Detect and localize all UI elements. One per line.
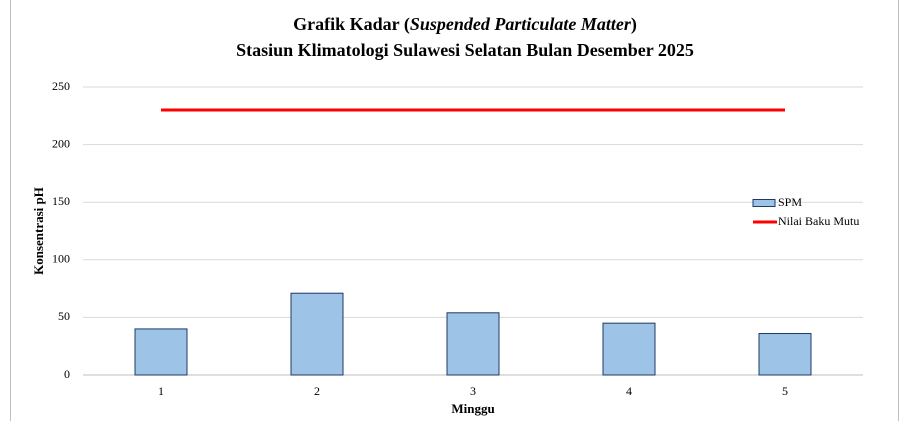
y-tick-label: 200 bbox=[52, 136, 70, 150]
x-tick-label: 3 bbox=[470, 384, 476, 398]
x-tick-label: 1 bbox=[158, 384, 164, 398]
y-tick-label: 100 bbox=[52, 252, 70, 266]
bar bbox=[446, 312, 500, 376]
y-tick-label: 150 bbox=[52, 194, 70, 208]
title-part: Grafik Kadar ( bbox=[293, 14, 410, 35]
title-part: ) bbox=[631, 14, 637, 35]
bar bbox=[758, 333, 812, 376]
chart-subtitle: Stasiun Klimatologi Sulawesi Selatan Bul… bbox=[236, 40, 694, 60]
y-tick-label: 250 bbox=[52, 79, 70, 93]
bar bbox=[602, 322, 656, 376]
legend-label: Nilai Baku Mutu bbox=[778, 214, 859, 228]
y-tick-label: 0 bbox=[64, 367, 70, 381]
y-axis-title: Konsentrasi pH bbox=[31, 187, 46, 275]
bar bbox=[290, 292, 344, 376]
x-tick-label: 2 bbox=[314, 384, 320, 398]
x-tick-label: 4 bbox=[626, 384, 632, 398]
chart-title: Grafik Kadar (Suspended Particulate Matt… bbox=[293, 14, 637, 35]
x-tick-label: 5 bbox=[782, 384, 788, 398]
title-part: Suspended Particulate Matter bbox=[410, 14, 632, 34]
legend-label: SPM bbox=[778, 195, 802, 209]
bar bbox=[134, 328, 188, 376]
legend-swatch bbox=[752, 199, 776, 207]
y-tick-label: 50 bbox=[58, 309, 70, 323]
x-axis-title: Minggu bbox=[451, 401, 494, 416]
